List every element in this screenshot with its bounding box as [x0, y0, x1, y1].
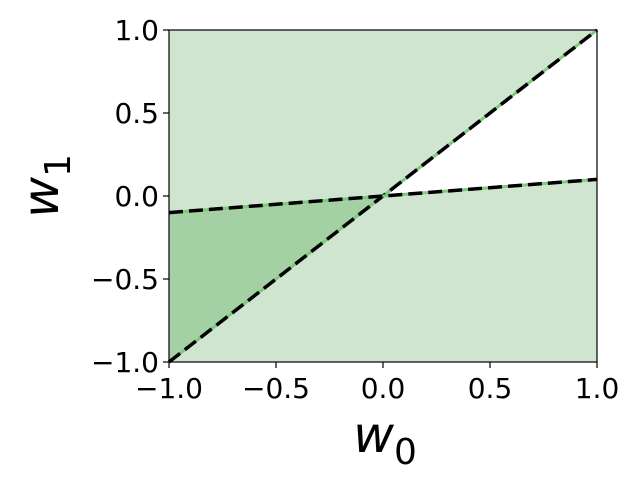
boundary-lines — [167, 28, 599, 364]
boundary-line-1 — [168, 177, 598, 215]
y-tick-label: −1.0 — [91, 346, 159, 379]
x-tick-label: −1.0 — [135, 372, 203, 405]
y-tick-label: 1.0 — [114, 14, 159, 47]
x-axis-ticks: −1.0 −0.5 0.0 0.5 1.0 — [135, 362, 619, 405]
x-tick-label: 1.0 — [575, 372, 620, 405]
x-tick-label: −0.5 — [242, 372, 310, 405]
y-tick-label: 0.5 — [114, 97, 159, 130]
x-tick-label: 0.5 — [468, 372, 513, 405]
x-axis-label: w0 — [353, 406, 417, 473]
y-axis-label: w1 — [12, 154, 79, 218]
x-tick-label: 0.0 — [361, 372, 406, 405]
y-tick-label: 0.0 — [114, 180, 159, 213]
y-tick-label: −0.5 — [91, 263, 159, 296]
y-axis-ticks: −1.0 −0.5 0.0 0.5 1.0 — [91, 14, 169, 379]
